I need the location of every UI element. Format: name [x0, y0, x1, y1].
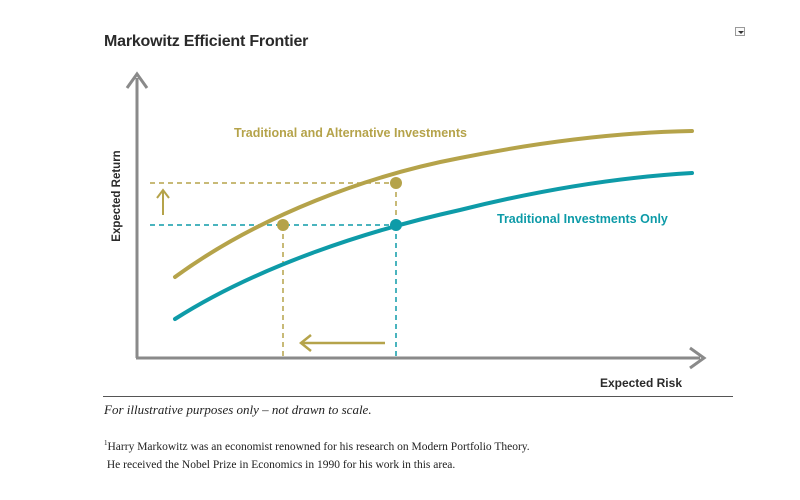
chart-title: Markowitz Efficient Frontier: [104, 33, 309, 50]
dropdown-toggle-button[interactable]: [735, 27, 745, 36]
footnote-line-1: 1Harry Markowitz was an economist renown…: [104, 434, 724, 456]
left-arrow-icon: [298, 334, 385, 352]
y-axis-arrowhead: [125, 71, 149, 89]
up-arrow-icon: [156, 188, 170, 215]
illustrative-note: For illustrative purposes only – not dra…: [104, 402, 372, 417]
upper-curve-label: Traditional and Alternative Investments: [234, 126, 467, 140]
upper-frontier-curve: [173, 129, 694, 279]
efficient-frontier-diagram: Traditional and Alternative Investments …: [111, 71, 707, 390]
divider-line: [103, 396, 733, 397]
x-axis-arrowhead: [689, 346, 707, 370]
footnote: 1Harry Markowitz was an economist renown…: [104, 434, 724, 474]
x-axis-label: Expected Risk: [600, 376, 682, 390]
footnote-line-2: He received the Nobel Prize in Economics…: [104, 456, 724, 474]
lower-curve-label: Traditional Investments Only: [497, 212, 668, 226]
footnote-text-1: Harry Markowitz was an economist renowne…: [107, 441, 530, 453]
upper-curve-point-left: [277, 219, 289, 231]
y-axis-label: Expected Return: [111, 150, 123, 241]
upper-curve-point-right: [390, 177, 402, 189]
lower-curve-point: [390, 219, 402, 231]
footnote-marker: 1: [104, 439, 108, 447]
lower-frontier-curve: [173, 171, 694, 321]
footnote-text-2: He received the Nobel Prize in Economics…: [106, 459, 456, 471]
